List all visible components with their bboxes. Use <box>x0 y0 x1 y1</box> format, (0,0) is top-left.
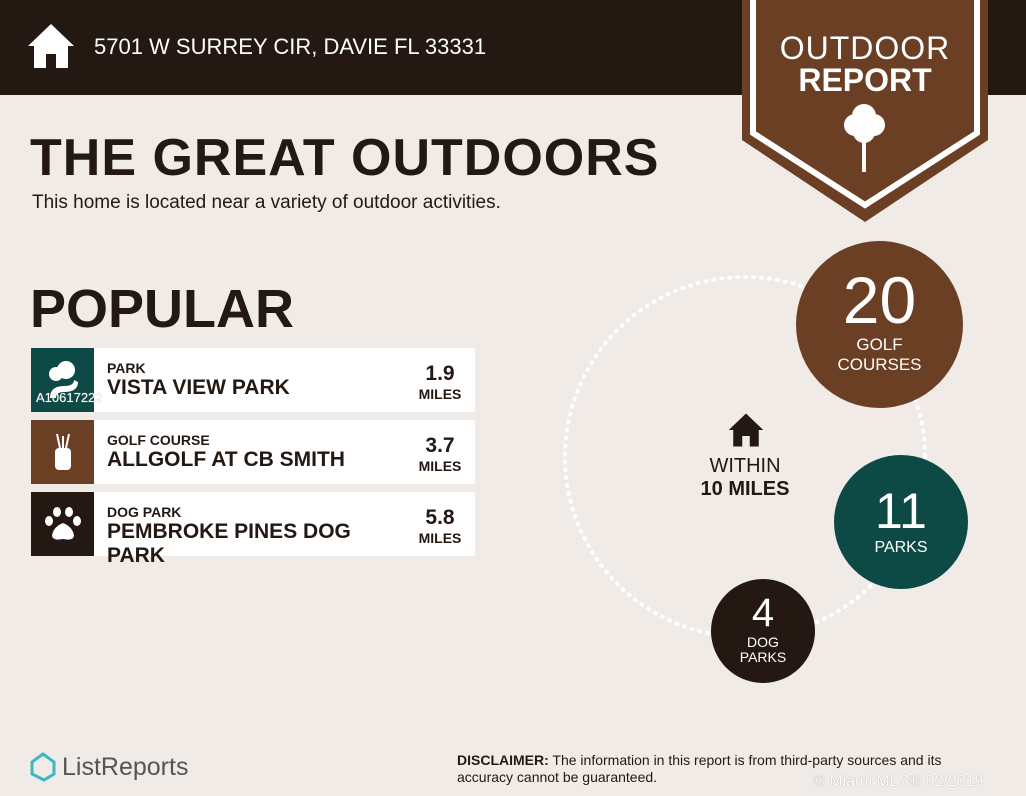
golf-courses-count: 20 GOLF COURSES <box>796 241 963 408</box>
copyright: © Miami MLS® 02/2019 <box>813 773 984 790</box>
page-title: THE GREAT OUTDOORS <box>30 129 660 187</box>
park-icon <box>31 348 94 412</box>
dog-parks-count: 4 DOG PARKS <box>711 579 815 683</box>
item-name: PEMBROKE PINES DOG PARK <box>107 520 351 567</box>
item-unit: MILES <box>418 458 462 474</box>
dog-label1: DOG <box>747 634 779 650</box>
disclaimer: DISCLAIMER: The information in this repo… <box>457 752 997 786</box>
item-name: VISTA VIEW PARK <box>107 376 290 399</box>
parks-label: PARKS <box>874 539 928 556</box>
item-distance: 3.7 <box>425 434 455 457</box>
disclaimer-text: The information in this report is from t… <box>457 752 942 785</box>
golf-bag-icon <box>31 420 94 484</box>
badge-line2: REPORT <box>798 62 932 98</box>
list-item: DOG PARK PEMBROKE PINES DOG PARK 5.8 MILES <box>31 492 475 567</box>
listreports-logo: ListReports <box>30 752 188 782</box>
dog-label2: PARKS <box>739 649 787 665</box>
item-unit: MILES <box>418 530 462 546</box>
popular-heading: POPULAR <box>30 279 295 339</box>
parks-count-value: 11 <box>875 483 927 539</box>
item-distance: 1.9 <box>425 362 455 385</box>
item-category: GOLF COURSE <box>107 432 210 448</box>
disclaimer-label: DISCLAIMER: <box>457 752 549 768</box>
item-category: DOG PARK <box>107 504 182 520</box>
item-unit: MILES <box>418 386 462 402</box>
home-icon <box>728 413 764 447</box>
logo-text: ListReports <box>62 752 189 781</box>
badge-line1: OUTDOOR <box>779 30 951 66</box>
tree-icon <box>844 104 885 172</box>
list-item: PARK VISTA VIEW PARK 1.9 MILES <box>31 348 475 412</box>
list-item: GOLF COURSE ALLGOLF AT CB SMITH 3.7 MILES <box>31 420 475 484</box>
property-address: 5701 W SURREY CIR, DAVIE FL 33331 <box>94 34 487 59</box>
golf-count: 20 <box>842 263 917 337</box>
paw-icon <box>31 492 94 556</box>
listing-watermark: A10617222 <box>36 390 103 405</box>
dog-count: 4 <box>751 591 775 635</box>
item-distance: 5.8 <box>425 506 455 529</box>
golf-label1: GOLF <box>856 335 903 354</box>
outdoor-report-badge <box>742 0 988 222</box>
item-name: ALLGOLF AT CB SMITH <box>107 448 345 471</box>
page-subtitle: This home is located near a variety of o… <box>32 192 501 213</box>
item-category: PARK <box>107 360 146 376</box>
home-icon <box>28 24 74 68</box>
within-label: WITHIN <box>709 455 781 477</box>
golf-label2: COURSES <box>837 355 922 374</box>
within-distance: 10 MILES <box>700 478 790 500</box>
listreports-logo-icon <box>30 752 56 782</box>
parks-count: 11 PARKS <box>834 455 968 589</box>
